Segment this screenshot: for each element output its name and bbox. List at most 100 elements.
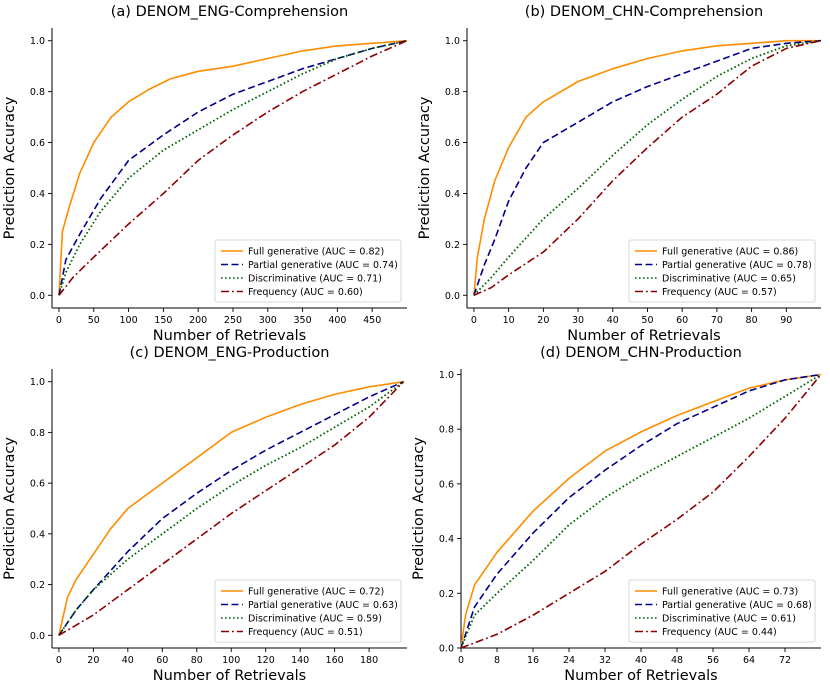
chart-d-x-tick-label: 16	[527, 655, 539, 666]
chart-a-series-frequency	[58, 39, 408, 296]
chart-b-legend-label: Frequency (AUC = 0.57)	[662, 287, 777, 298]
chart-c-series-frequency	[58, 381, 405, 636]
chart-c-legend-label: Partial generative (AUC = 0.63)	[248, 600, 398, 611]
chart-d-x-tick-label: 24	[563, 655, 575, 666]
chart-b-y-tick-label: 0.2	[445, 240, 460, 251]
chart-d-y-tick-label: 1.0	[439, 370, 454, 381]
chart-b-legend-label: Full generative (AUC = 0.86)	[662, 247, 798, 258]
chart-c-x-tick-label: 120	[257, 655, 275, 666]
chart-a-series-full-generative	[58, 39, 408, 296]
chart-b-legend-label: Partial generative (AUC = 0.78)	[662, 260, 812, 271]
chart-c-y-tick-label: 0.0	[30, 631, 45, 642]
chart-d-legend-label: Frequency (AUC = 0.44)	[662, 627, 777, 638]
chart-a-y-tick-label: 0.0	[30, 291, 45, 302]
chart-b-x-tick-label: 60	[676, 315, 688, 326]
chart-a-x-tick-label: 300	[259, 315, 277, 326]
chart-a-x-tick-label: 100	[119, 315, 137, 326]
chart-a-x-tick-label: 250	[224, 315, 242, 326]
chart-c-legend-label: Full generative (AUC = 0.72)	[248, 587, 384, 598]
chart-c-y-label: Prediction Accuracy	[2, 437, 18, 580]
chart-a-legend-box	[214, 239, 402, 303]
chart-b-x-tick-label: 80	[746, 315, 758, 326]
chart-a-x-tick-label: 200	[189, 315, 207, 326]
chart-c-series-discriminative	[58, 380, 405, 636]
chart-b-x-label: Number of Retrievals	[567, 328, 720, 344]
chart-a-x-tick-label: 350	[294, 315, 312, 326]
chart-d-y-tick-label: 0.2	[439, 589, 454, 600]
chart-b-series-partial-generative	[473, 39, 822, 296]
chart-a-legend-label: Full generative (AUC = 0.82)	[248, 247, 384, 258]
chart-a-x-label: Number of Retrievals	[153, 328, 306, 344]
panel-a: (a) DENOM_ENG-Comprehension 0 50 100 150 200 2…	[2, 4, 408, 344]
chart-c-x-tick-label: 40	[122, 655, 134, 666]
chart-b-series-full-generative	[473, 39, 821, 296]
chart-d-x-tick-label: 32	[599, 655, 611, 666]
chart-b-x-tick-label: 40	[607, 315, 619, 326]
chart-d-x-tick-label: 48	[671, 655, 683, 666]
chart-b-x-tick-label: 70	[711, 315, 723, 326]
chart-d-x-tick-label: 40	[635, 655, 647, 666]
chart-d-x-tick-label: 8	[494, 655, 500, 666]
chart-d-y-tick-label: 0.0	[439, 644, 454, 655]
chart-d-x-tick-label: 64	[743, 655, 755, 666]
chart-c-title: (c) DENOM_ENG-Production	[130, 345, 330, 361]
chart-c-x-tick-label: 160	[326, 655, 344, 666]
chart-c-y-tick-label: 0.4	[30, 529, 45, 540]
chart-a-y-tick-label: 0.6	[30, 138, 45, 149]
chart-a-legend: Full generative (AUC = 0.82) Partial gene…	[214, 239, 402, 303]
chart-d-legend: Full generative (AUC = 0.73) Partial gene…	[628, 579, 816, 643]
chart-a-x-tick-label: 50	[88, 315, 100, 326]
chart-b-series-discriminative	[473, 39, 822, 296]
chart-d-y-tick-label: 0.6	[439, 479, 454, 490]
chart-c-y-tick-label: 1.0	[30, 377, 45, 388]
chart-d-y-tick-label: 0.4	[439, 534, 454, 545]
chart-d-series-full-generative	[460, 373, 822, 649]
chart-b-legend: Full generative (AUC = 0.86) Partial gene…	[628, 239, 816, 303]
chart-a-y-tick-label: 0.2	[30, 240, 45, 251]
chart-b-legend-box	[628, 239, 816, 303]
chart-c-series-full-generative	[58, 380, 404, 636]
chart-d-y-label: Prediction Accuracy	[411, 437, 427, 580]
chart-b-y-tick-label: 0.6	[445, 138, 460, 149]
chart-b-y-tick-label: 0.0	[445, 291, 460, 302]
chart-d-x-tick-label: 0	[458, 655, 464, 666]
chart-b-x-tick-label: 20	[537, 315, 549, 326]
chart-a-x-tick-label: 150	[154, 315, 172, 326]
chart-d-x-tick-label: 72	[779, 655, 791, 666]
chart-c-y-tick-label: 0.8	[30, 428, 45, 439]
panel-b: (b) DENOM_CHN-Comprehension 0 10 20 30 40 50 60…	[417, 4, 822, 344]
chart-c-x-tick-label: 140	[291, 655, 309, 666]
chart-a-x-tick-label: 450	[363, 315, 381, 326]
chart-b-legend-label: Discriminative (AUC = 0.65)	[662, 274, 796, 285]
chart-b-x-tick-label: 10	[503, 315, 515, 326]
chart-b-y-tick-label: 0.4	[445, 189, 460, 200]
chart-b-y-label: Prediction Accuracy	[417, 96, 433, 239]
chart-b-series-frequency	[473, 39, 822, 297]
chart-d-series-partial-generative	[460, 373, 822, 649]
chart-b-x-tick-label: 0	[471, 315, 477, 326]
chart-c-x-tick-label: 100	[222, 655, 240, 666]
chart-a-legend-label: Partial generative (AUC = 0.74)	[248, 260, 398, 271]
chart-d-legend-label: Discriminative (AUC = 0.61)	[662, 614, 796, 625]
chart-d-x-label: Number of Retrievals	[564, 668, 717, 684]
chart-c-x-tick-label: 60	[156, 655, 168, 666]
chart-b-y-tick-label: 1.0	[445, 36, 460, 47]
chart-d-title: (d) DENOM_CHN-Production	[540, 345, 742, 361]
chart-b-y-tick-label: 0.8	[445, 87, 460, 98]
chart-d-legend-label: Partial generative (AUC = 0.68)	[662, 600, 812, 611]
chart-d-legend-label: Full generative (AUC = 0.73)	[662, 587, 798, 598]
chart-a-title: (a) DENOM_ENG-Comprehension	[111, 4, 348, 20]
chart-c-y-tick-label: 0.2	[30, 580, 45, 591]
chart-c-legend: Full generative (AUC = 0.72) Partial gene…	[214, 579, 402, 643]
chart-d-series-frequency	[460, 373, 822, 649]
panel-c: (c) DENOM_ENG-Production 0 20 40 60 80 100 120 1…	[2, 345, 407, 684]
chart-d-legend-box	[628, 579, 816, 643]
chart-a-x-tick-label: 400	[328, 315, 346, 326]
chart-c-x-tick-label: 0	[56, 655, 62, 666]
chart-c-x-tick-label: 80	[191, 655, 203, 666]
chart-c-legend-label: Frequency (AUC = 0.51)	[248, 627, 363, 638]
chart-b-x-tick-label: 50	[641, 315, 653, 326]
chart-a-x-tick-label: 0	[56, 315, 62, 326]
chart-a-legend-label: Discriminative (AUC = 0.71)	[248, 274, 382, 285]
chart-c-x-tick-label: 180	[360, 655, 378, 666]
